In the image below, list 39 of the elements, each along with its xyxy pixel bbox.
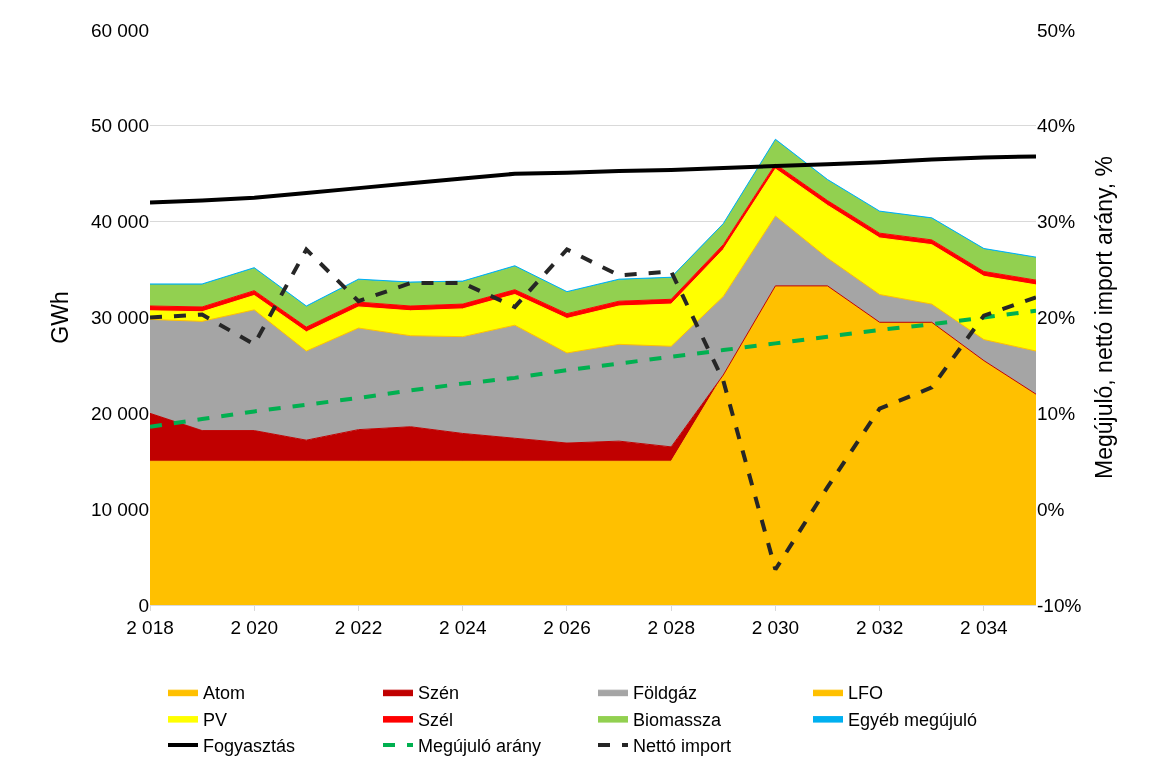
x-tick-label: 2 030 (751, 616, 800, 638)
legend-label: Nettó import (633, 736, 732, 757)
y2-tick-label: -10% (1037, 594, 1082, 616)
y-tick-label: 10 000 (90, 498, 149, 520)
x-tick-label: 2 018 (126, 616, 174, 638)
legend-label: Földgáz (633, 683, 698, 704)
x-tick-label: 2 026 (543, 616, 591, 638)
y2-tick-label: 20% (1037, 307, 1076, 329)
legend-label: Fogyasztás (203, 736, 296, 757)
x-tick-label: 2 020 (230, 616, 279, 638)
y-tick-label: 60 000 (90, 19, 149, 41)
legend-label: Megújuló arány (418, 736, 542, 757)
y-tick-label: 0 (138, 594, 149, 616)
x-tick-label: 2 034 (960, 616, 1009, 638)
y-tick-label: 50 000 (90, 115, 149, 137)
legend-label: PV (203, 709, 228, 730)
line-series (150, 247, 1036, 572)
line-series (150, 154, 1036, 205)
y-tick-label: 20 000 (90, 402, 149, 424)
y2-axis-title: Megújuló, nettó import arány, % (1091, 155, 1118, 480)
y2-tick-label: 30% (1037, 211, 1076, 233)
y-axis-title: GWh (47, 291, 74, 344)
y2-tick-label: 40% (1037, 115, 1076, 137)
x-tick-label: 2 032 (855, 616, 904, 638)
y-tick-label: 30 000 (90, 307, 149, 329)
legend-label: Atom (203, 683, 246, 704)
x-tick-label: 2 028 (647, 616, 695, 638)
y2-tick-label: 50% (1037, 19, 1076, 41)
y-tick-label: 40 000 (90, 211, 149, 233)
legend-label: Biomassza (633, 709, 723, 730)
legend-label: Szél (418, 709, 454, 730)
y2-tick-label: 10% (1037, 402, 1076, 424)
legend-label: Szén (418, 683, 460, 704)
line-series (150, 308, 1036, 429)
legend-label: Egyéb megújuló (848, 709, 978, 730)
x-tick-label: 2 024 (438, 616, 487, 638)
legend-label: LFO (848, 683, 884, 704)
x-tick-label: 2 022 (334, 616, 383, 638)
y2-tick-label: 0% (1037, 498, 1065, 520)
